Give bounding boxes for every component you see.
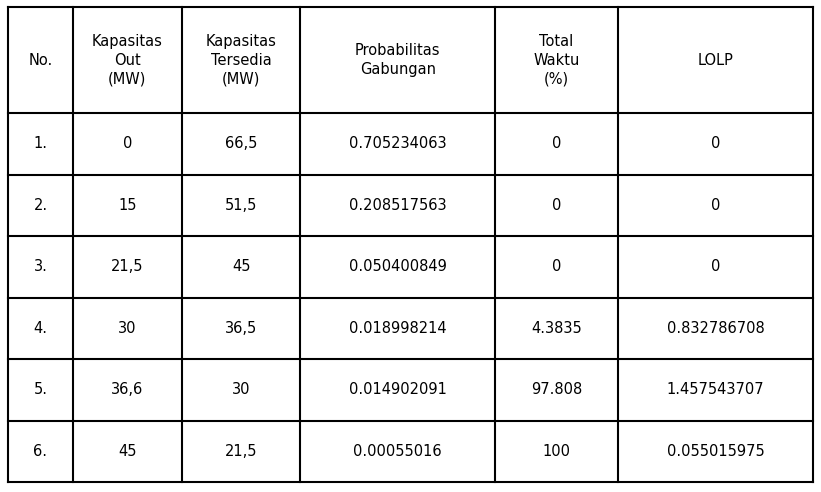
Text: 0.018998214: 0.018998214 — [349, 321, 447, 336]
Text: 0.050400849: 0.050400849 — [349, 259, 447, 275]
Text: 0: 0 — [552, 198, 562, 213]
Text: 0: 0 — [711, 198, 720, 213]
Text: 6.: 6. — [34, 444, 48, 459]
Text: 0: 0 — [122, 136, 132, 152]
Text: 1.: 1. — [34, 136, 48, 152]
Text: 0.00055016: 0.00055016 — [353, 444, 442, 459]
Text: 0: 0 — [711, 136, 720, 152]
Text: 100: 100 — [543, 444, 571, 459]
Text: 3.: 3. — [34, 259, 48, 275]
Text: 0: 0 — [552, 259, 562, 275]
Text: LOLP: LOLP — [698, 53, 733, 68]
Text: 5.: 5. — [34, 382, 48, 398]
Text: 0.055015975: 0.055015975 — [667, 444, 764, 459]
Text: 15: 15 — [118, 198, 136, 213]
Text: Kapasitas
Tersedia
(MW): Kapasitas Tersedia (MW) — [206, 34, 277, 87]
Text: Kapasitas
Out
(MW): Kapasitas Out (MW) — [92, 34, 163, 87]
Text: 30: 30 — [118, 321, 136, 336]
Text: Total
Waktu
(%): Total Waktu (%) — [534, 34, 580, 87]
Text: 0: 0 — [552, 136, 562, 152]
Text: 0.208517563: 0.208517563 — [349, 198, 447, 213]
Text: 45: 45 — [118, 444, 136, 459]
Text: 97.808: 97.808 — [531, 382, 582, 398]
Text: 0.705234063: 0.705234063 — [349, 136, 447, 152]
Text: 4.: 4. — [34, 321, 48, 336]
Text: 66,5: 66,5 — [225, 136, 257, 152]
Text: 45: 45 — [232, 259, 250, 275]
Text: 51,5: 51,5 — [225, 198, 257, 213]
Text: 36,5: 36,5 — [225, 321, 257, 336]
Text: 30: 30 — [232, 382, 250, 398]
Text: 36,6: 36,6 — [111, 382, 144, 398]
Text: Probabilitas
Gabungan: Probabilitas Gabungan — [355, 43, 440, 77]
Text: 2.: 2. — [34, 198, 48, 213]
Text: 1.457543707: 1.457543707 — [667, 382, 764, 398]
Text: 0.014902091: 0.014902091 — [349, 382, 447, 398]
Text: 4.3835: 4.3835 — [531, 321, 582, 336]
Text: 21,5: 21,5 — [111, 259, 144, 275]
Text: No.: No. — [29, 53, 53, 68]
Text: 0.832786708: 0.832786708 — [667, 321, 764, 336]
Text: 21,5: 21,5 — [225, 444, 258, 459]
Text: 0: 0 — [711, 259, 720, 275]
